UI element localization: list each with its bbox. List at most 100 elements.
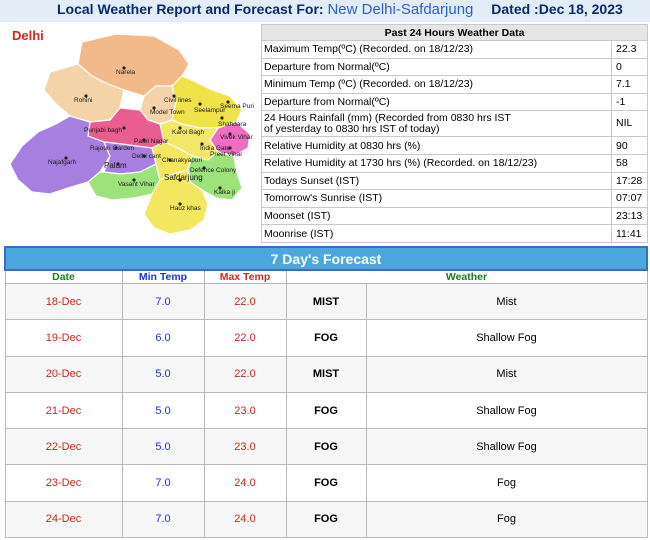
past-label: Moonset (IST) bbox=[261, 206, 612, 226]
region-south bbox=[143, 169, 209, 235]
forecast-weather: Fog bbox=[365, 500, 648, 539]
forecast-min-temp: 5.0 bbox=[121, 391, 205, 430]
label-civil-lines: Civil lines bbox=[164, 97, 192, 104]
map-svg: Narela Rohini Model Town Civil lines See… bbox=[9, 28, 254, 235]
forecast-max-temp: 22.0 bbox=[203, 355, 287, 393]
delhi-district-map: Narela Rohini Model Town Civil lines See… bbox=[4, 24, 259, 246]
forecast-max-temp: 22.0 bbox=[203, 282, 287, 321]
label-hauz-khas: Hauz khas bbox=[170, 205, 201, 212]
forecast-date: 23-Dec bbox=[4, 464, 123, 502]
label-preet-vihar: Preet Vihar bbox=[210, 151, 243, 158]
forecast-weather-code: FOG bbox=[285, 391, 367, 430]
past-value: 7.1 bbox=[611, 75, 648, 94]
forecast-weather: Shallow Fog bbox=[365, 428, 648, 466]
label-patel-nagar: Patel Nagar bbox=[134, 138, 169, 145]
label-seelampur: Seelampur bbox=[194, 107, 226, 114]
label-vasant-vihar: Vasant Vihar bbox=[118, 181, 155, 188]
forecast-date: 24-Dec bbox=[4, 500, 123, 539]
forecast-row: 22-Dec 5.0 23.0 FOG Shallow Fog bbox=[4, 428, 648, 466]
forecast-weather-code: FOG bbox=[285, 428, 367, 466]
forecast-min-temp: 5.0 bbox=[121, 428, 205, 466]
forecast-weather-code: MIST bbox=[285, 282, 367, 321]
report-header: Local Weather Report and Forecast For: N… bbox=[0, 0, 650, 22]
forecast-max-temp: 23.0 bbox=[203, 391, 287, 430]
forecast-date: 18-Dec bbox=[4, 282, 123, 321]
label-rajouri-garden: Rajouri Garden bbox=[90, 145, 134, 152]
forecast-max-temp: 24.0 bbox=[203, 464, 287, 502]
rainfall-label-line1: 24 Hours Rainfall (mm) (Recorded from 08… bbox=[264, 111, 511, 124]
past-value: NIL bbox=[611, 110, 648, 138]
past-value: 90 bbox=[611, 136, 648, 155]
past-label: 24 Hours Rainfall (mm) (Recorded from 08… bbox=[261, 110, 612, 138]
rainfall-label-line2: of yesterday to 0830 hrs IST of today) bbox=[264, 122, 440, 135]
header-prefix: Local Weather Report and Forecast For: bbox=[57, 1, 324, 17]
forecast-weather: Shallow Fog bbox=[365, 391, 648, 430]
past-row: Minimum Temp (ºC) (Recorded. on 18/12/23… bbox=[261, 75, 648, 94]
past-value: 07:07 bbox=[611, 189, 648, 208]
forecast-row: 24-Dec 7.0 24.0 FOG Fog bbox=[4, 500, 648, 539]
forecast-weather-code: FOG bbox=[285, 319, 367, 357]
forecast-weather-code: FOG bbox=[285, 464, 367, 502]
forecast-row: 18-Dec 7.0 22.0 MIST Mist bbox=[4, 282, 648, 321]
col-header-max-temp: Max Temp bbox=[203, 269, 287, 284]
label-model-town: Model Town bbox=[150, 109, 185, 116]
forecast-date: 22-Dec bbox=[4, 428, 123, 466]
forecast-row: 23-Dec 7.0 24.0 FOG Fog bbox=[4, 464, 648, 502]
past-row: Moonrise (IST) 11:41 bbox=[261, 224, 648, 243]
forecast-row: 20-Dec 5.0 22.0 MIST Mist bbox=[4, 355, 648, 393]
past-label: Departure from Normal(ºC) bbox=[261, 92, 612, 112]
forecast-row: 19-Dec 6.0 22.0 FOG Shallow Fog bbox=[4, 319, 648, 357]
forecast-title: 7 Day's Forecast bbox=[4, 246, 648, 271]
forecast-weather: Mist bbox=[365, 282, 648, 321]
forecast-weather: Mist bbox=[365, 355, 648, 393]
past-value: 23:13 bbox=[611, 206, 648, 226]
label-shahdara: Shahdara bbox=[218, 121, 247, 128]
past-row: Todays Sunset (IST) 17:28 bbox=[261, 171, 648, 191]
past-row: Tomorrow's Sunrise (IST) 07:07 bbox=[261, 189, 648, 208]
past-row: Moonset (IST) 23:13 bbox=[261, 206, 648, 226]
past-value: 22.3 bbox=[611, 40, 648, 59]
past-row: Maximum Temp(ºC) (Recorded. on 18/12/23)… bbox=[261, 40, 648, 59]
past-label: Tomorrow's Sunrise (IST) bbox=[261, 189, 612, 208]
forecast-min-temp: 7.0 bbox=[121, 282, 205, 321]
past-row: Relative Humidity at 0830 hrs (%) 90 bbox=[261, 136, 648, 155]
past-row: Departure from Normal(ºC) -1 bbox=[261, 92, 648, 112]
forecast-min-temp: 7.0 bbox=[121, 500, 205, 539]
past-24h-title: Past 24 Hours Weather Data bbox=[261, 24, 648, 41]
label-delhi-cant: Delhi cant bbox=[132, 153, 161, 160]
label-karol-bagh: Karol Bagh bbox=[172, 129, 205, 136]
past-24h-table: Past 24 Hours Weather Data Maximum Temp(… bbox=[261, 24, 648, 243]
past-label: Todays Sunset (IST) bbox=[261, 171, 612, 191]
forecast-date: 19-Dec bbox=[4, 319, 123, 357]
forecast-max-temp: 22.0 bbox=[203, 319, 287, 357]
past-row: Relative Humidity at 1730 hrs (%) (Recor… bbox=[261, 153, 648, 173]
label-najafgarh: Najafgarh bbox=[48, 159, 77, 166]
past-value: -1 bbox=[611, 92, 648, 112]
label-seema-puri: Seema Puri bbox=[220, 103, 254, 110]
label-palam: Palam bbox=[104, 161, 127, 170]
forecast-max-temp: 24.0 bbox=[203, 500, 287, 539]
label-chanakyapuri: Chanakyapuri bbox=[162, 157, 202, 164]
col-header-min-temp: Min Temp bbox=[121, 269, 205, 284]
label-vivek-vihar: Vivek Vihar bbox=[220, 134, 253, 141]
forecast-max-temp: 23.0 bbox=[203, 428, 287, 466]
label-punjabi-bagh: Punjabi bagh bbox=[84, 127, 122, 134]
map-title: Delhi bbox=[12, 28, 44, 43]
header-title: Local Weather Report and Forecast For: N… bbox=[57, 1, 623, 18]
past-value: 11:41 bbox=[611, 224, 648, 243]
label-rohini: Rohini bbox=[74, 97, 92, 104]
forecast-min-temp: 6.0 bbox=[121, 319, 205, 357]
forecast-weather: Shallow Fog bbox=[365, 319, 648, 357]
header-date: Dated :Dec 18, 2023 bbox=[491, 1, 623, 17]
label-safdarjung: Safdarjung bbox=[164, 173, 203, 182]
header-location: New Delhi-Safdarjung bbox=[327, 1, 474, 18]
label-narela: Narela bbox=[116, 69, 136, 76]
past-label: Relative Humidity at 1730 hrs (%) (Recor… bbox=[261, 153, 612, 173]
forecast-weather: Fog bbox=[365, 464, 648, 502]
past-label: Departure from Normal(ºC) bbox=[261, 57, 612, 77]
forecast-date: 20-Dec bbox=[4, 355, 123, 393]
label-india-gate: India Gate bbox=[200, 145, 230, 152]
forecast-row: 21-Dec 5.0 23.0 FOG Shallow Fog bbox=[4, 391, 648, 430]
col-header-date: Date bbox=[4, 269, 123, 284]
forecast-min-temp: 7.0 bbox=[121, 464, 205, 502]
